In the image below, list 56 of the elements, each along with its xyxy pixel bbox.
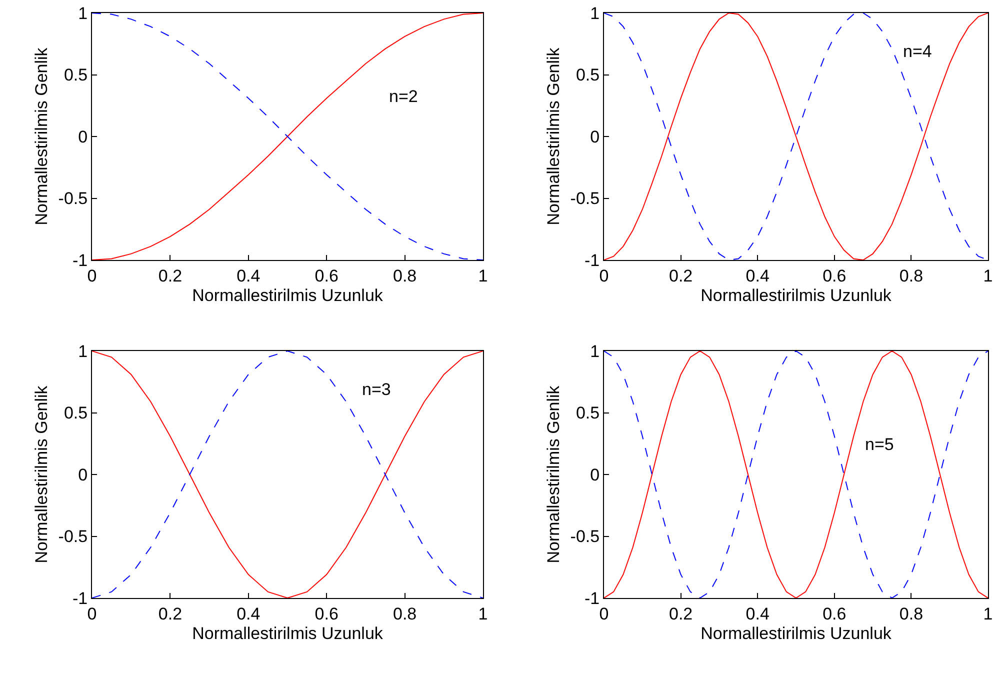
x-tick-label: 0.6: [314, 604, 338, 624]
y-tick-label: -0.5: [58, 189, 88, 208]
annotation: n=3: [362, 380, 391, 399]
y-axis-title: Normallestirilmis Genlik: [32, 385, 51, 564]
y-tick-label: 0: [78, 127, 88, 146]
y-tick-label: -1: [72, 250, 88, 270]
y-tick-label: -0.5: [570, 527, 600, 546]
y-tick-label: 0.5: [576, 404, 600, 423]
y-tick-label: 1: [78, 342, 88, 361]
line-series: [604, 351, 988, 598]
x-tick-label: 1: [478, 604, 488, 624]
y-tick-label: 1: [590, 4, 600, 23]
x-tick-label: 0.4: [746, 266, 770, 286]
annotation: n=5: [865, 435, 894, 454]
x-tick-label: 1: [478, 266, 488, 286]
x-axis-title: Normallestirilmis Uzunluk: [192, 286, 384, 305]
y-tick-label: 0.5: [576, 66, 600, 85]
y-tick-label: 0: [78, 465, 88, 484]
x-tick-label: 1: [983, 604, 993, 624]
x-tick-label: 0.6: [822, 266, 846, 286]
x-tick-label: 0.6: [314, 266, 338, 286]
line-series: [604, 13, 988, 260]
x-tick-label: 0.4: [236, 604, 260, 624]
x-tick-label: 0.4: [746, 604, 770, 624]
x-tick-label: 0.8: [392, 604, 417, 624]
y-axis-title: Normallestirilmis Genlik: [544, 385, 563, 564]
line-series: [92, 13, 483, 260]
y-tick-label: 1: [78, 4, 88, 23]
annotation: n=2: [389, 87, 418, 106]
x-tick-label: 0.2: [668, 266, 693, 286]
y-axis-title: Normallestirilmis Genlik: [544, 47, 563, 226]
y-tick-label: 0: [590, 127, 600, 146]
x-tick-label: 0.6: [822, 604, 846, 624]
y-tick-label: -0.5: [58, 527, 88, 546]
x-tick-label: 0.4: [236, 266, 260, 286]
x-axis-title: Normallestirilmis Uzunluk: [192, 624, 384, 643]
y-tick-label: -1: [584, 588, 600, 608]
y-tick-label: 0: [590, 465, 600, 484]
x-tick-label: 0.8: [899, 266, 924, 286]
x-tick-label: 0.8: [899, 604, 924, 624]
x-tick-label: 0.2: [158, 266, 182, 286]
annotation: n=4: [903, 42, 932, 61]
x-axis-title: Normallestirilmis Uzunluk: [700, 286, 892, 305]
x-tick-label: 0.8: [392, 266, 417, 286]
x-tick-label: 0.2: [158, 604, 182, 624]
y-tick-label: -1: [584, 250, 600, 270]
y-tick-label: 0.5: [64, 66, 88, 85]
x-tick-label: 0.2: [668, 604, 693, 624]
y-tick-label: 1: [590, 342, 600, 361]
line-series: [92, 351, 483, 598]
y-tick-label: -1: [72, 588, 88, 608]
x-axis-title: Normallestirilmis Uzunluk: [700, 624, 892, 643]
y-tick-label: 0.5: [64, 404, 88, 423]
x-tick-label: 1: [983, 266, 993, 286]
y-axis-title: Normallestirilmis Genlik: [32, 47, 51, 226]
y-tick-label: -0.5: [570, 189, 600, 208]
